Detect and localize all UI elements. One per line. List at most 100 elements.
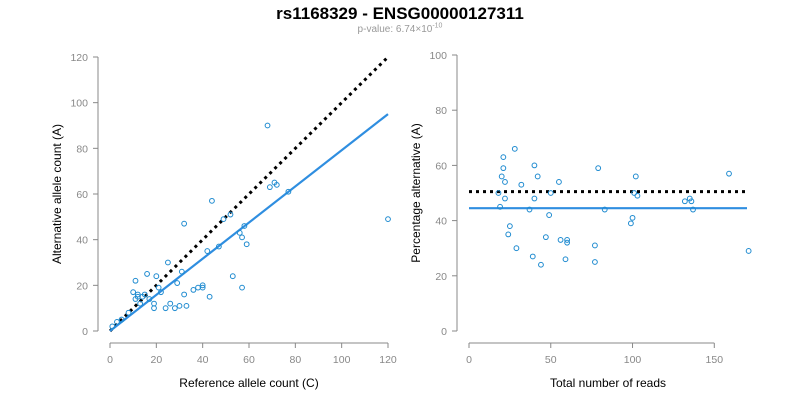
data-point bbox=[564, 239, 571, 246]
data-point bbox=[229, 273, 236, 280]
data-point bbox=[109, 323, 116, 330]
data-point bbox=[546, 212, 553, 218]
data-point bbox=[526, 206, 533, 213]
plot-panel-right: 0 50 100 150 0 20 40 60 80 100 Total number of rea… bbox=[409, 50, 752, 390]
data-point bbox=[239, 234, 245, 241]
data-point bbox=[547, 190, 554, 196]
y-tick-label: 0 bbox=[441, 326, 447, 338]
data-point bbox=[634, 192, 641, 199]
y-tick-label: 60 bbox=[435, 160, 447, 172]
x-tick-label: 80 bbox=[289, 354, 301, 366]
data-point bbox=[632, 173, 639, 180]
data-point bbox=[531, 162, 538, 169]
data-point bbox=[592, 242, 598, 249]
y-axis-label: Percentage alternative (A) bbox=[409, 123, 423, 262]
data-point bbox=[151, 305, 157, 312]
data-point bbox=[130, 289, 137, 296]
data-point bbox=[745, 248, 752, 254]
data-point bbox=[502, 195, 508, 202]
data-point bbox=[144, 271, 150, 277]
data-point bbox=[215, 243, 222, 250]
data-point bbox=[162, 305, 169, 312]
data-point bbox=[627, 220, 634, 227]
fit-line bbox=[109, 113, 389, 332]
y-tick-label: 80 bbox=[76, 143, 88, 155]
x-tick-label: 0 bbox=[466, 354, 472, 366]
data-point bbox=[220, 216, 227, 223]
data-point bbox=[190, 287, 197, 293]
data-point bbox=[681, 198, 688, 205]
data-point bbox=[500, 154, 507, 161]
y-axis-label: Alternative allele count (A) bbox=[50, 124, 64, 264]
data-point bbox=[236, 229, 243, 236]
data-point bbox=[181, 220, 188, 227]
data-point bbox=[564, 237, 571, 243]
data-point bbox=[183, 302, 190, 309]
data-point bbox=[171, 305, 178, 312]
data-point bbox=[178, 268, 185, 275]
x-tick-label: 120 bbox=[379, 354, 397, 366]
data-point bbox=[134, 291, 141, 298]
data-point bbox=[125, 309, 132, 316]
data-point bbox=[726, 170, 732, 177]
data-point bbox=[167, 300, 174, 307]
y-tick-label: 100 bbox=[70, 98, 88, 110]
data-point bbox=[690, 206, 696, 213]
chart-subtitle: p-value: 6.74×10-10 bbox=[0, 22, 800, 35]
data-point bbox=[285, 188, 292, 195]
data-point bbox=[195, 284, 201, 291]
y-tick-label: 80 bbox=[435, 105, 447, 117]
data-point bbox=[243, 241, 250, 248]
data-point bbox=[209, 197, 215, 204]
data-point bbox=[534, 173, 541, 180]
x-tick-label: 100 bbox=[333, 354, 351, 366]
y-tick-label: 100 bbox=[429, 50, 447, 62]
data-point bbox=[153, 273, 160, 280]
data-point bbox=[141, 291, 148, 298]
p-value-exponent: -10 bbox=[432, 22, 443, 30]
data-point bbox=[385, 216, 391, 223]
data-point bbox=[513, 245, 520, 252]
data-point bbox=[529, 253, 536, 260]
data-point bbox=[592, 259, 598, 265]
data-point bbox=[511, 145, 518, 152]
data-point bbox=[204, 248, 211, 254]
data-point bbox=[158, 289, 164, 296]
y-tick-label: 20 bbox=[435, 271, 447, 283]
data-point bbox=[114, 318, 120, 325]
x-axis-label: Total number of reads bbox=[550, 376, 666, 390]
data-point bbox=[531, 195, 538, 202]
chart-title: rs1168329 - ENSG00000127311 bbox=[276, 4, 524, 23]
x-tick-label: 20 bbox=[150, 354, 162, 366]
data-point bbox=[155, 284, 162, 291]
x-tick-label: 100 bbox=[624, 354, 642, 366]
data-point bbox=[538, 261, 544, 268]
data-point bbox=[174, 280, 181, 286]
data-point bbox=[497, 203, 503, 210]
data-point bbox=[206, 293, 213, 300]
data-point bbox=[557, 237, 564, 243]
data-point bbox=[562, 256, 569, 263]
data-point bbox=[688, 198, 695, 205]
data-point bbox=[556, 179, 562, 185]
y-tick-label: 120 bbox=[70, 52, 88, 64]
reference-line-dotted bbox=[108, 55, 390, 333]
data-point bbox=[176, 302, 183, 309]
p-value-text: p-value: 6.74×10 bbox=[357, 24, 433, 35]
data-point bbox=[146, 296, 153, 302]
data-point bbox=[264, 122, 271, 129]
data-point bbox=[629, 214, 636, 221]
data-point bbox=[601, 206, 608, 213]
x-tick-label: 0 bbox=[107, 354, 113, 366]
y-tick-label: 40 bbox=[76, 235, 88, 247]
x-tick-label: 60 bbox=[243, 354, 255, 366]
data-point bbox=[595, 165, 602, 172]
data-point bbox=[505, 231, 512, 238]
x-tick-label: 50 bbox=[545, 354, 557, 366]
data-point bbox=[165, 259, 171, 266]
data-point bbox=[227, 211, 234, 218]
data-point bbox=[495, 190, 502, 196]
data-point bbox=[137, 300, 144, 307]
data-point bbox=[502, 179, 508, 185]
x-tick-label: 150 bbox=[706, 354, 724, 366]
